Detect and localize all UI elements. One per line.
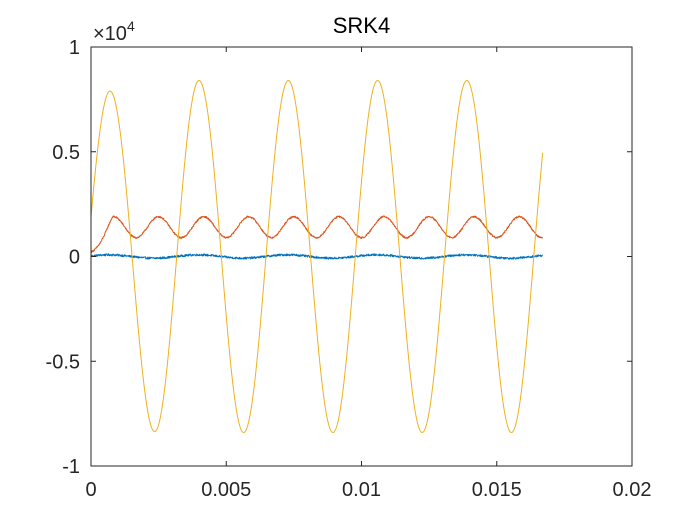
chart-title: SRK4 [333, 13, 390, 38]
x-tick-label: 0.015 [472, 479, 522, 501]
x-tick-label: 0.02 [613, 479, 652, 501]
y-tick-label: 1 [69, 37, 80, 59]
y-tick-label: -1 [62, 456, 80, 478]
y-scale-base: ×10 [93, 23, 127, 45]
series-3-line [90, 80, 544, 433]
x-tick-label: 0 [85, 479, 96, 501]
y-tick-label: 0.5 [52, 142, 80, 164]
y-tick-label: -0.5 [46, 351, 80, 373]
y-scale-label: ×104 [93, 18, 135, 45]
x-tick-label: 0.01 [342, 479, 381, 501]
series-layer [90, 80, 544, 433]
x-tick-label: 0.005 [201, 479, 251, 501]
y-scale-exponent: 4 [127, 18, 135, 34]
series-1-line [90, 253, 543, 260]
y-tick-label: 0 [69, 247, 80, 269]
ticks-layer: 0 0.005 0.01 0.015 0.02 1 0.5 0 -0.5 -1 [46, 37, 652, 501]
series-2-line [90, 215, 544, 254]
